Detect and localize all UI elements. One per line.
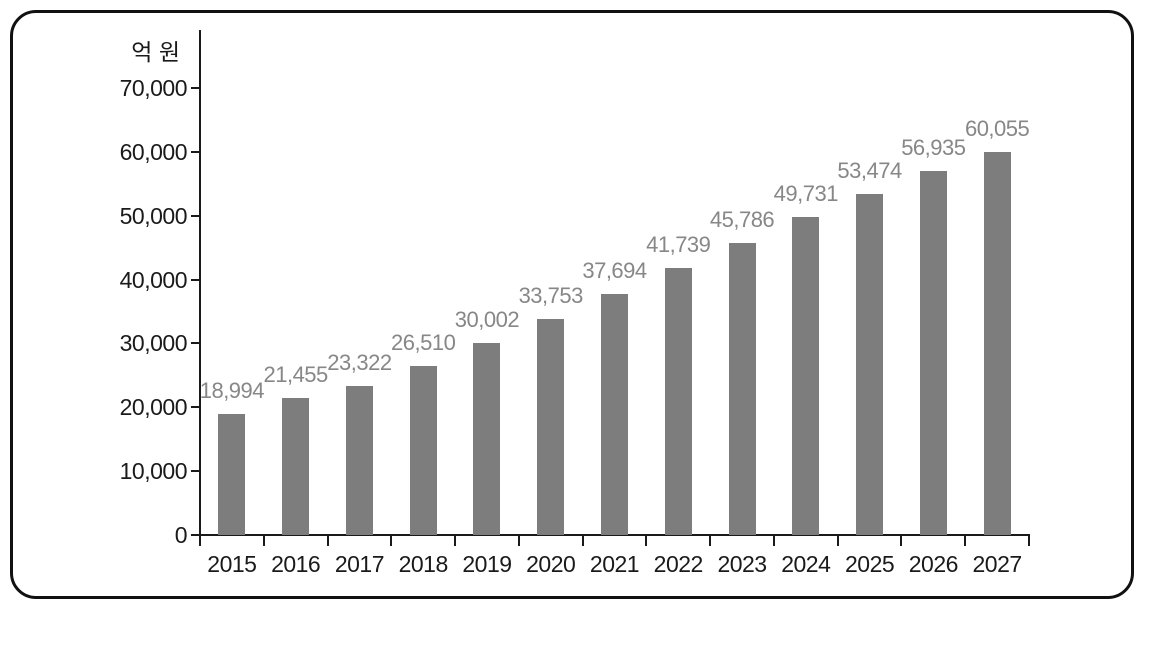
bar-value-label: 30,002 — [454, 307, 520, 333]
x-tick-mark — [454, 534, 457, 546]
bar-value-label: 45,786 — [709, 206, 775, 232]
x-tick-label: 2025 — [844, 551, 895, 577]
x-tick-label: 2020 — [526, 551, 576, 577]
bar — [792, 217, 820, 535]
x-tick-mark — [262, 534, 265, 546]
chart-panel: 억 원 0 10,000 20,000 30,000 40,000 50,000 60,00… — [10, 10, 1134, 599]
bar-value-label: 23,322 — [327, 350, 392, 376]
x-tick-label: 2015 — [207, 551, 257, 577]
bar — [537, 319, 565, 535]
x-tick-label: 2021 — [589, 551, 640, 577]
y-axis-line — [199, 30, 201, 546]
y-tick-mark — [191, 534, 200, 536]
x-tick-mark — [900, 534, 903, 546]
bar-value-label: 53,474 — [837, 157, 902, 183]
x-tick-mark — [1028, 534, 1030, 546]
bar-value-label: 49,731 — [773, 181, 839, 207]
y-tick-mark — [191, 342, 200, 345]
y-tick-label: 40,000 — [119, 266, 188, 293]
x-tick-mark — [390, 534, 393, 546]
x-tick-mark — [645, 534, 648, 546]
bar-chart: 억 원 0 10,000 20,000 30,000 40,000 50,000 60,00… — [13, 13, 1131, 596]
bar-value-label: 18,994 — [199, 377, 265, 403]
x-tick-label: 2019 — [462, 551, 512, 577]
bar — [728, 242, 756, 535]
x-tick-mark — [709, 534, 712, 546]
x-tick-mark — [326, 534, 329, 546]
bar — [664, 268, 692, 535]
bar — [919, 171, 947, 535]
y-tick-mark — [191, 470, 200, 473]
bar-value-label: 60,055 — [964, 115, 1030, 141]
bar — [218, 413, 246, 535]
x-tick-label: 2016 — [271, 551, 321, 577]
x-tick-mark — [772, 534, 775, 546]
bar — [345, 386, 373, 535]
x-tick-label: 2024 — [781, 551, 831, 577]
bar — [473, 343, 501, 535]
bar — [856, 193, 884, 535]
bar-value-label: 21,455 — [263, 361, 328, 387]
bar — [409, 365, 437, 535]
y-tick-mark — [191, 214, 200, 217]
y-tick-mark — [191, 87, 200, 89]
bar — [282, 397, 310, 535]
y-tick-label: 50,000 — [119, 202, 188, 229]
x-tick-mark — [836, 534, 839, 546]
bar — [601, 294, 628, 535]
x-tick-label: 2022 — [653, 551, 704, 577]
x-tick-label: 2018 — [398, 551, 449, 577]
x-tick-label: 2026 — [908, 551, 959, 577]
bar-value-label: 56,935 — [901, 135, 966, 161]
x-tick-label: 2027 — [972, 551, 1023, 577]
y-tick-label: 60,000 — [119, 138, 188, 165]
bar-value-label: 37,694 — [582, 258, 647, 284]
x-tick-mark — [517, 534, 520, 546]
x-axis-line — [199, 534, 1028, 536]
y-axis-unit-label: 억 원 — [131, 39, 180, 65]
y-tick-label: 0 — [174, 522, 188, 548]
y-tick-label: 70,000 — [119, 75, 188, 101]
bar-value-label: 41,739 — [646, 232, 711, 258]
x-tick-mark — [964, 534, 967, 546]
y-tick-mark — [191, 150, 200, 153]
y-tick-label: 20,000 — [119, 394, 188, 421]
y-tick-mark — [191, 278, 200, 281]
x-tick-mark — [581, 534, 584, 546]
y-tick-label: 10,000 — [119, 458, 188, 485]
bar-value-label: 26,510 — [391, 329, 456, 355]
bar-value-label: 33,753 — [518, 283, 584, 309]
y-tick-label: 30,000 — [119, 330, 188, 357]
x-tick-label: 2023 — [717, 551, 767, 577]
y-tick-mark — [191, 406, 200, 409]
x-tick-label: 2017 — [334, 551, 385, 577]
bar — [983, 151, 1011, 535]
